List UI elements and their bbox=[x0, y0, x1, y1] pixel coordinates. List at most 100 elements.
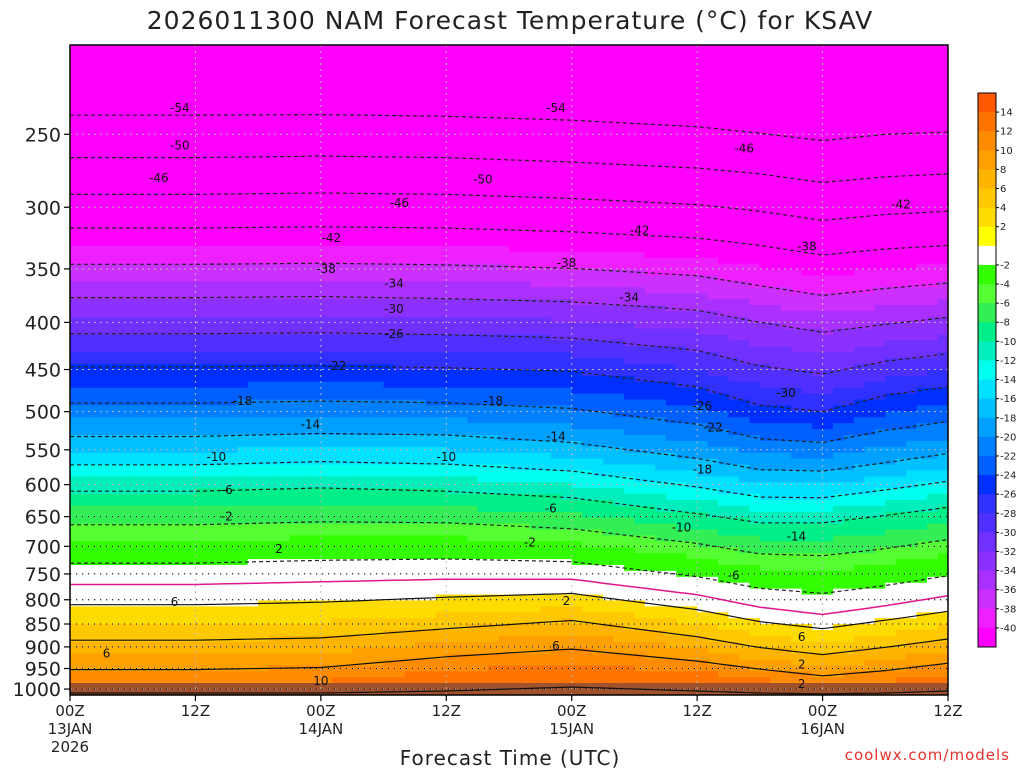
temperature-cell bbox=[801, 287, 813, 294]
temperature-cell bbox=[425, 216, 437, 223]
temperature-cell bbox=[738, 352, 750, 359]
temperature-cell bbox=[258, 234, 270, 241]
temperature-cell bbox=[665, 86, 677, 93]
temperature-cell bbox=[216, 151, 228, 158]
temperature-cell bbox=[812, 281, 824, 288]
temperature-cell bbox=[362, 293, 374, 300]
temperature-cell bbox=[874, 62, 886, 70]
temperature-cell bbox=[613, 192, 625, 200]
temperature-cell bbox=[299, 210, 311, 217]
temperature-cell bbox=[885, 86, 897, 93]
temperature-cell bbox=[164, 139, 176, 147]
temperature-cell bbox=[373, 216, 385, 223]
temperature-cell bbox=[268, 281, 280, 288]
temperature-cell bbox=[697, 387, 709, 395]
temperature-cell bbox=[394, 334, 406, 342]
temperature-cell bbox=[864, 275, 876, 282]
temperature-cell bbox=[394, 322, 406, 330]
temperature-cell bbox=[341, 210, 353, 217]
temperature-cell bbox=[164, 281, 176, 288]
temperature-cell bbox=[414, 139, 426, 147]
temperature-cell bbox=[906, 381, 918, 389]
temperature-cell bbox=[916, 305, 928, 312]
temperature-cell bbox=[216, 157, 228, 164]
temperature-cell bbox=[90, 192, 102, 200]
temperature-cell bbox=[279, 74, 291, 82]
temperature-cell bbox=[749, 234, 761, 241]
temperature-cell bbox=[174, 104, 186, 111]
temperature-cell bbox=[237, 151, 249, 158]
temperature-cell bbox=[101, 281, 113, 288]
temperature-cell bbox=[341, 68, 353, 76]
temperature-cell bbox=[644, 110, 656, 117]
temperature-cell bbox=[759, 86, 771, 93]
temperature-cell bbox=[310, 175, 322, 182]
temperature-cell bbox=[780, 210, 792, 217]
temperature-cell bbox=[864, 145, 876, 152]
temperature-cell bbox=[122, 346, 134, 353]
temperature-cell bbox=[467, 222, 479, 229]
temperature-cell bbox=[216, 121, 228, 129]
temperature-cell bbox=[519, 328, 531, 336]
temperature-cell bbox=[425, 322, 437, 330]
temperature-cell bbox=[937, 222, 948, 229]
temperature-cell bbox=[906, 56, 918, 64]
temperature-cell bbox=[718, 157, 730, 164]
temperature-cell bbox=[289, 180, 301, 188]
temperature-cell bbox=[603, 346, 615, 353]
temperature-cell bbox=[174, 192, 186, 200]
temperature-cell bbox=[268, 234, 280, 241]
temperature-cell bbox=[70, 322, 82, 330]
temperature-cell bbox=[843, 228, 855, 235]
temperature-cell bbox=[456, 305, 468, 312]
temperature-cell bbox=[320, 74, 332, 82]
temperature-cell bbox=[404, 157, 416, 164]
temperature-cell bbox=[237, 322, 249, 330]
temperature-cell bbox=[770, 80, 782, 87]
temperature-cell bbox=[843, 204, 855, 212]
temperature-cell bbox=[864, 210, 876, 217]
temperature-cell bbox=[373, 56, 385, 64]
temperature-cell bbox=[718, 358, 730, 365]
temperature-cell bbox=[414, 186, 426, 194]
temperature-cell bbox=[749, 192, 761, 200]
temperature-cell bbox=[383, 370, 395, 377]
temperature-cell bbox=[676, 204, 688, 212]
temperature-cell bbox=[70, 263, 82, 271]
temperature-cell bbox=[718, 163, 730, 170]
temperature-cell bbox=[414, 305, 426, 312]
temperature-cell bbox=[341, 198, 353, 206]
temperature-cell bbox=[895, 74, 907, 82]
temperature-cell bbox=[414, 50, 426, 58]
temperature-cell bbox=[414, 387, 426, 395]
temperature-cell bbox=[205, 310, 217, 318]
temperature-cell bbox=[362, 198, 374, 206]
temperature-cell bbox=[665, 104, 677, 111]
temperature-cell bbox=[174, 245, 186, 253]
temperature-cell bbox=[404, 192, 416, 200]
temperature-cell bbox=[446, 381, 458, 389]
temperature-cell bbox=[341, 186, 353, 194]
temperature-cell bbox=[582, 328, 594, 336]
temperature-cell bbox=[289, 245, 301, 253]
temperature-cell bbox=[571, 80, 583, 87]
temperature-cell bbox=[456, 234, 468, 241]
temperature-cell bbox=[414, 257, 426, 265]
temperature-cell bbox=[770, 263, 782, 271]
temperature-cell bbox=[509, 98, 521, 105]
temperature-cell bbox=[676, 192, 688, 200]
temperature-cell bbox=[550, 192, 562, 200]
temperature-cell bbox=[874, 127, 886, 135]
temperature-cell bbox=[101, 45, 113, 52]
temperature-cell bbox=[582, 245, 594, 253]
temperature-cell bbox=[509, 364, 521, 371]
temperature-cell bbox=[216, 370, 228, 377]
temperature-cell bbox=[226, 92, 238, 99]
temperature-cell bbox=[362, 175, 374, 182]
temperature-cell bbox=[383, 310, 395, 318]
temperature-cell bbox=[853, 157, 865, 164]
temperature-cell bbox=[791, 186, 803, 194]
temperature-cell bbox=[644, 133, 656, 141]
temperature-cell bbox=[383, 175, 395, 182]
temperature-cell bbox=[686, 157, 698, 164]
